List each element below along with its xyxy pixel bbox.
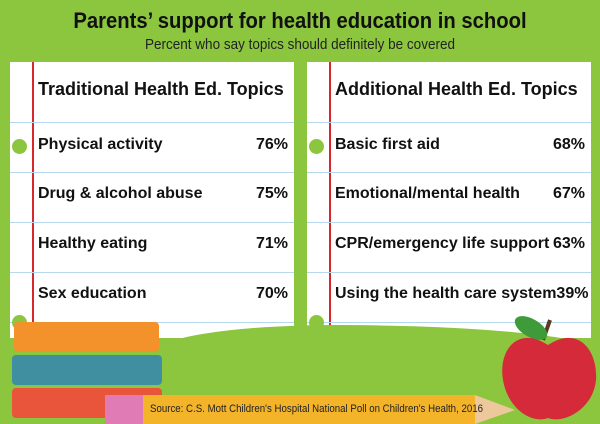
topic-label: Emotional/mental health	[335, 185, 520, 202]
rule	[307, 322, 591, 323]
topic-label: Sex education	[38, 285, 147, 302]
list-item: CPR/emergency life support 63%	[335, 235, 585, 257]
list-item: Drug & alcohol abuse 75%	[38, 185, 288, 207]
pencil-tip	[475, 395, 515, 424]
list-item: Emotional/mental health 67%	[335, 185, 585, 207]
pencil-decoration	[105, 395, 475, 424]
topic-label: Physical activity	[38, 136, 163, 153]
pencil-eraser	[105, 395, 143, 424]
topic-value: 67%	[552, 185, 585, 202]
topic-value: 63%	[552, 235, 585, 252]
card-heading: Additional Health Ed. Topics	[335, 79, 578, 99]
hole-dot	[12, 139, 27, 154]
topic-value: 71%	[255, 235, 288, 252]
rule	[307, 122, 591, 123]
rule	[307, 172, 591, 173]
rule	[10, 122, 294, 123]
list-item: Sex education 70%	[38, 285, 288, 307]
list-item: Healthy eating 71%	[38, 235, 288, 257]
additional-topics-card: Additional Health Ed. Topics Basic first…	[307, 62, 591, 362]
list-item: Physical activity 76%	[38, 136, 288, 158]
rule	[307, 272, 591, 273]
topic-value: 76%	[255, 136, 288, 153]
margin-line	[329, 62, 331, 362]
hole-dot	[309, 139, 324, 154]
rule	[10, 172, 294, 173]
topic-value: 70%	[255, 285, 288, 302]
topic-label: CPR/emergency life support	[335, 235, 550, 252]
topic-label: Drug & alcohol abuse	[38, 185, 203, 202]
topic-label: Healthy eating	[38, 235, 148, 252]
apple-icon	[502, 316, 597, 420]
rule	[307, 222, 591, 223]
traditional-topics-card: Traditional Health Ed. Topics Physical a…	[10, 62, 294, 362]
topic-label: Using the health care system	[335, 285, 557, 302]
rule	[10, 272, 294, 273]
list-item: Using the health care system 39%	[335, 285, 589, 307]
rule	[10, 222, 294, 223]
list-item: Basic first aid 68%	[335, 136, 585, 158]
topic-value: 39%	[556, 285, 589, 302]
card-heading: Traditional Health Ed. Topics	[38, 79, 284, 99]
source-note: Source: C.S. Mott Children's Hospital Na…	[150, 403, 483, 415]
topic-label: Basic first aid	[335, 136, 440, 153]
margin-line	[32, 62, 34, 362]
page-title: Parents’ support for health education in…	[73, 8, 527, 33]
subtitle: Percent who say topics should definitely…	[145, 36, 455, 53]
topic-value: 75%	[255, 185, 288, 202]
topic-value: 68%	[552, 136, 585, 153]
